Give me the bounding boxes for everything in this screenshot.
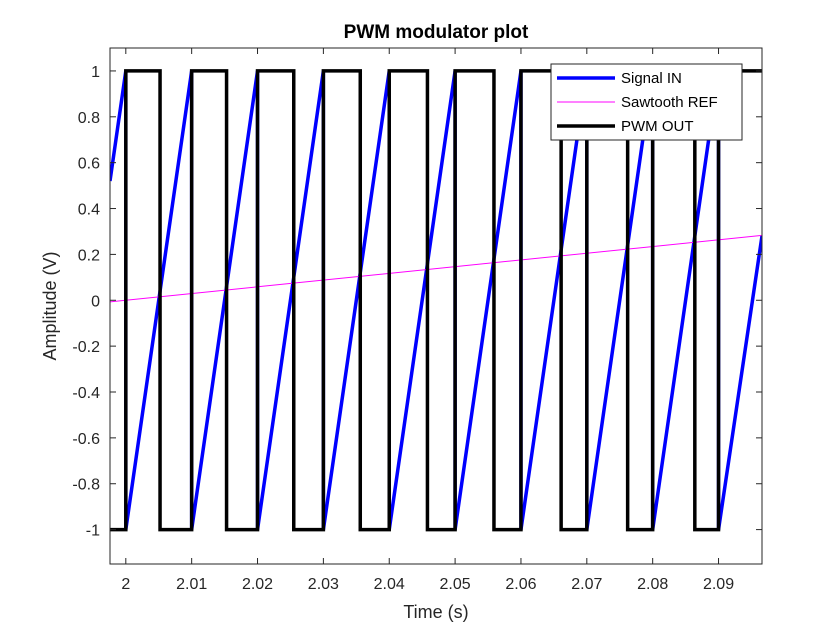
chart-title: PWM modulator plot <box>344 22 529 43</box>
x-axis-label: Time (s) <box>403 602 468 622</box>
legend-label-pwm-out: PWM OUT <box>621 118 694 135</box>
x-tick-label: 2.01 <box>176 576 207 593</box>
y-tick-label: 0.8 <box>78 110 100 127</box>
x-tick-label: 2.08 <box>637 576 668 593</box>
x-axis-ticks: 2 2.01 2.02 2.03 2.04 2.05 2.06 2.07 2.08 2.09 <box>121 48 734 593</box>
y-tick-label: 0.4 <box>78 202 100 219</box>
series-layer <box>110 69 762 532</box>
y-tick-label: 0.6 <box>78 156 100 173</box>
x-tick-label: 2.06 <box>505 576 536 593</box>
y-tick-label: -1 <box>86 523 100 540</box>
x-tick-label: 2.09 <box>703 576 734 593</box>
plot-box <box>109 47 763 565</box>
x-tick-label: 2 <box>121 576 130 593</box>
y-tick-label: -0.2 <box>72 339 100 356</box>
y-axis-ticks: 1 0.8 0.6 0.4 0.2 0 -0.2 -0.4 -0.6 -0.8 -1 <box>72 64 762 540</box>
y-tick-label: 0 <box>91 293 100 310</box>
y-tick-label: -0.4 <box>72 385 100 402</box>
series-line-pwm-out <box>110 69 762 532</box>
y-tick-label: 0.2 <box>78 247 100 264</box>
legend: Signal IN Sawtooth REF PWM OUT <box>550 63 743 141</box>
legend-label-sawtooth-ref: Sawtooth REF <box>621 94 718 111</box>
x-tick-label: 2.03 <box>308 576 339 593</box>
y-tick-label: -0.8 <box>72 477 100 494</box>
y-tick-label: 1 <box>91 64 100 81</box>
x-tick-label: 2.04 <box>374 576 405 593</box>
x-tick-label: 2.07 <box>571 576 602 593</box>
legend-entries: Signal IN Sawtooth REF PWM OUT <box>557 70 718 135</box>
x-tick-label: 2.05 <box>440 576 471 593</box>
y-axis-label: Amplitude (V) <box>40 251 60 360</box>
legend-label-signal-in: Signal IN <box>621 70 682 87</box>
x-tick-label: 2.02 <box>242 576 273 593</box>
y-tick-label: -0.6 <box>72 431 100 448</box>
